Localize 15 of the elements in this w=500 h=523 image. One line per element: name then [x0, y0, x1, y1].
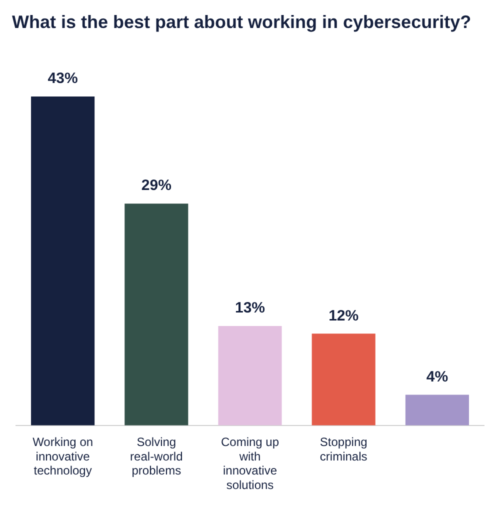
data-label: 12% [328, 307, 359, 324]
x-tick-label: Coming up with innovative solutions [220, 434, 280, 492]
data-label: 13% [234, 300, 266, 317]
bar [31, 96, 95, 426]
bar [312, 334, 376, 426]
x-tick-label: Solving real-world problems [130, 434, 183, 478]
x-tick-label: Working on innovative technology [32, 434, 94, 478]
data-label: 29% [141, 177, 172, 194]
data-label: 4% [426, 368, 448, 386]
bar [405, 394, 469, 426]
bar [218, 326, 282, 426]
x-tick-label: Stopping criminals [320, 434, 368, 464]
data-label: 43% [48, 70, 78, 88]
bar [124, 204, 188, 426]
chart-title: What is the best part about working in cybersecurity? [11, 11, 472, 33]
